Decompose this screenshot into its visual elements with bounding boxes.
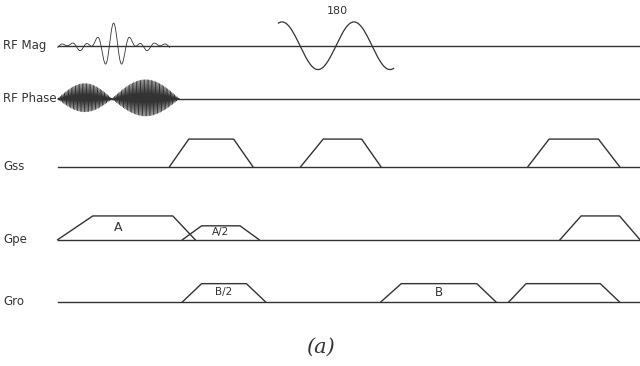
Text: B: B <box>435 286 443 299</box>
Text: Gpe: Gpe <box>3 233 27 246</box>
Text: A: A <box>114 221 123 234</box>
Text: RF Mag: RF Mag <box>3 39 47 52</box>
Text: Gro: Gro <box>3 295 24 308</box>
Text: RF Phase: RF Phase <box>3 92 57 105</box>
Text: (a): (a) <box>306 338 334 357</box>
Text: B/2: B/2 <box>216 287 232 298</box>
Text: A/2: A/2 <box>212 228 229 238</box>
Text: Gss: Gss <box>3 160 24 173</box>
Text: 180: 180 <box>326 6 348 16</box>
